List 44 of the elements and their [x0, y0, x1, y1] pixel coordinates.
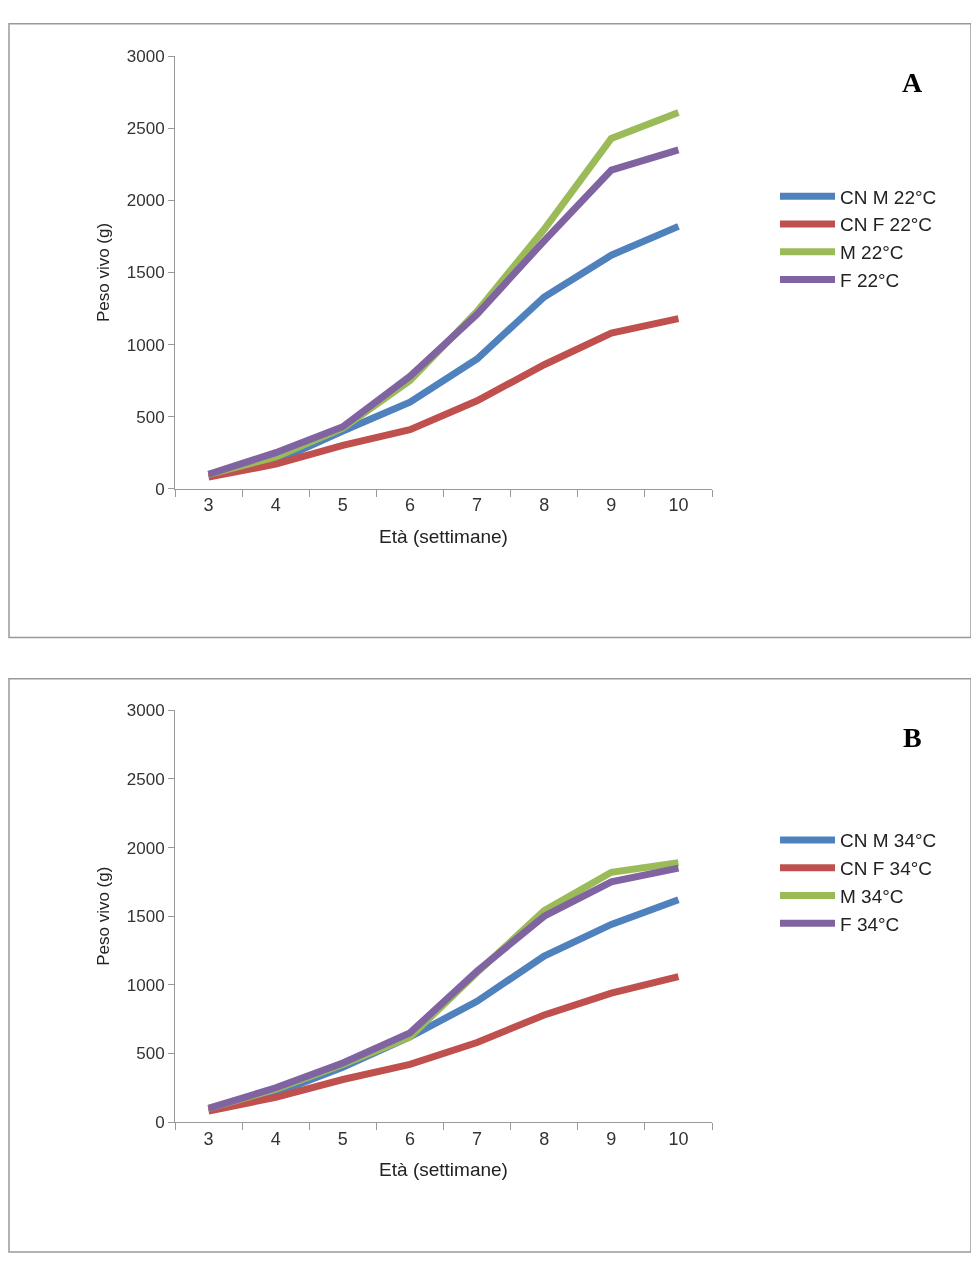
x-tick-label: 10 — [668, 1128, 689, 1149]
x-tick-label: 3 — [203, 1128, 214, 1149]
x-tick-label: 7 — [472, 1128, 483, 1149]
legend-label: F 34°C — [840, 913, 900, 935]
x-tick-label: 3 — [203, 495, 214, 516]
legend-label: F 22°C — [840, 269, 900, 291]
legend-label: CN M 22°C — [840, 186, 937, 208]
y-tick-label: 3000 — [126, 701, 165, 721]
y-tick-label: 2000 — [126, 191, 165, 211]
x-tick-label: 10 — [668, 495, 689, 516]
y-tick-label: 0 — [155, 1113, 165, 1133]
y-tick-label: 2500 — [126, 119, 165, 139]
y-tick-label: 1000 — [126, 975, 165, 995]
x-tick-label: 4 — [270, 495, 281, 516]
x-tick-label: 9 — [606, 495, 617, 516]
x-axis-title: Età (settimane) — [379, 526, 508, 548]
y-tick-label: 500 — [136, 1044, 165, 1064]
x-tick-label: 6 — [404, 1128, 415, 1149]
y-tick-label: 0 — [155, 479, 165, 499]
x-tick-label: 5 — [337, 1128, 348, 1149]
legend-label: CN M 34°C — [840, 830, 937, 852]
y-tick-label: 2000 — [126, 838, 165, 858]
y-tick-label: 1500 — [126, 263, 165, 283]
text: B — [903, 722, 922, 753]
y-tick-label: 1000 — [126, 335, 165, 355]
legend-label: CN F 22°C — [840, 214, 933, 236]
x-tick-label: 6 — [404, 495, 415, 516]
y-axis-title: Peso vivo (g) — [94, 866, 114, 966]
x-tick-label: 7 — [472, 495, 483, 516]
legend-label: M 22°C — [840, 242, 904, 264]
x-tick-label: 4 — [270, 1128, 281, 1149]
y-tick-label: 2500 — [126, 769, 165, 789]
x-tick-label: 8 — [539, 495, 550, 516]
x-tick-label: 5 — [337, 495, 348, 516]
y-tick-label: 3000 — [126, 47, 165, 67]
x-tick-label: 8 — [539, 1128, 550, 1149]
y-tick-label: 500 — [136, 407, 165, 427]
y-axis-title: Peso vivo (g) — [94, 222, 114, 323]
legend-label: M 34°C — [840, 885, 904, 907]
legend-label: CN F 34°C — [840, 858, 933, 880]
x-tick-label: 9 — [606, 1128, 617, 1149]
text: A — [902, 67, 923, 98]
y-tick-label: 1500 — [126, 907, 165, 927]
x-axis-title: Età (settimane) — [379, 1159, 508, 1181]
